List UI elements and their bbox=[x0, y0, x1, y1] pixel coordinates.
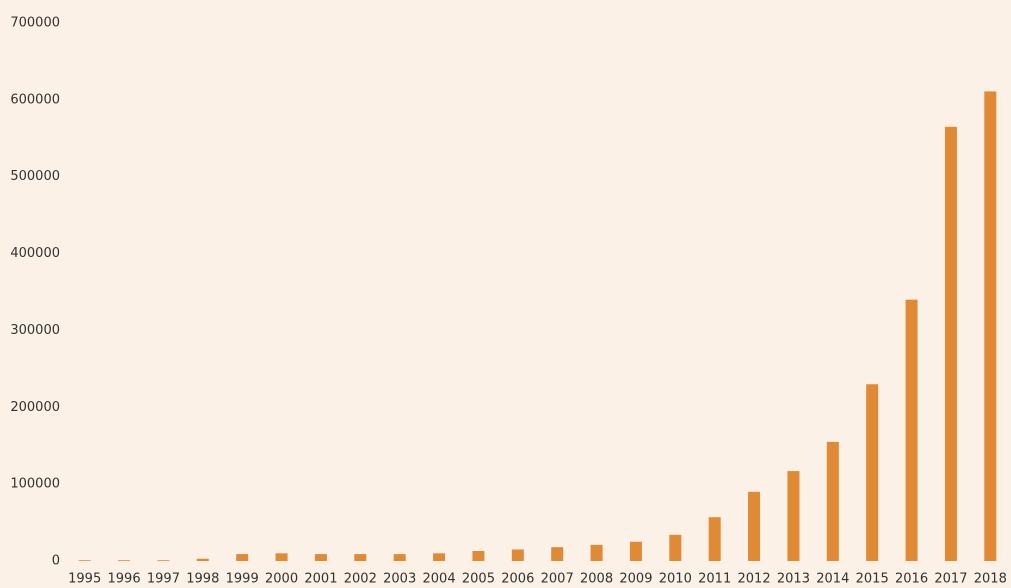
bar bbox=[314, 554, 327, 561]
x-tick-label: 1996 bbox=[108, 572, 141, 587]
x-tick-label: 2011 bbox=[698, 572, 731, 587]
y-tick-label: 300000 bbox=[10, 323, 60, 338]
bar bbox=[551, 547, 564, 561]
x-tick-label: 2003 bbox=[383, 572, 416, 587]
bar bbox=[236, 554, 249, 561]
bar bbox=[393, 554, 406, 561]
x-tick-label: 2000 bbox=[265, 572, 298, 587]
bar bbox=[748, 491, 761, 561]
bar bbox=[787, 471, 800, 561]
x-tick-label: 2015 bbox=[856, 572, 889, 587]
bar bbox=[708, 517, 721, 561]
x-tick-label: 2016 bbox=[895, 572, 928, 587]
bar bbox=[629, 541, 642, 561]
x-tick-label: 2007 bbox=[541, 572, 574, 587]
x-tick-label: 2017 bbox=[934, 572, 967, 587]
x-tick-label: 2013 bbox=[777, 572, 810, 587]
y-tick-label: 100000 bbox=[10, 477, 60, 492]
y-tick-label: 600000 bbox=[10, 92, 60, 107]
bar bbox=[669, 534, 682, 561]
x-tick-label: 1995 bbox=[68, 572, 101, 587]
bar bbox=[157, 560, 170, 561]
x-tick-label: 2012 bbox=[738, 572, 771, 587]
x-tick-label: 1999 bbox=[226, 572, 259, 587]
x-tick-label: 2005 bbox=[462, 572, 495, 587]
y-tick-label: 400000 bbox=[10, 246, 60, 261]
bar bbox=[944, 126, 957, 561]
x-tick-label: 2001 bbox=[304, 572, 337, 587]
x-tick-label: 2006 bbox=[501, 572, 534, 587]
x-tick-label: 1998 bbox=[186, 572, 219, 587]
bar bbox=[472, 551, 485, 561]
x-tick-label: 1997 bbox=[147, 572, 180, 587]
bar bbox=[78, 560, 91, 561]
bar bbox=[433, 553, 446, 561]
x-tick-label: 2014 bbox=[816, 572, 849, 587]
bar bbox=[866, 384, 879, 561]
bar bbox=[118, 560, 131, 561]
y-tick-label: 0 bbox=[52, 554, 60, 569]
y-tick-label: 700000 bbox=[10, 16, 60, 31]
y-tick-label: 500000 bbox=[10, 169, 60, 184]
bar bbox=[275, 553, 288, 561]
x-tick-label: 2008 bbox=[580, 572, 613, 587]
bar bbox=[826, 441, 839, 561]
x-tick-label: 2018 bbox=[974, 572, 1007, 587]
x-tick-label: 2002 bbox=[344, 572, 377, 587]
y-tick-label: 200000 bbox=[10, 400, 60, 415]
bar bbox=[905, 299, 918, 561]
x-tick-label: 2004 bbox=[423, 572, 456, 587]
bar bbox=[590, 544, 603, 561]
x-tick-label: 2009 bbox=[619, 572, 652, 587]
bar bbox=[984, 91, 997, 561]
bar bbox=[196, 558, 209, 561]
bar bbox=[354, 554, 367, 561]
x-tick-label: 2010 bbox=[659, 572, 692, 587]
bar bbox=[511, 549, 524, 561]
